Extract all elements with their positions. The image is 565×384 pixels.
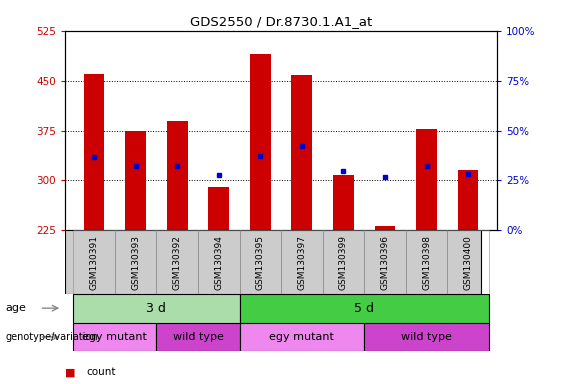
Text: GSM130392: GSM130392	[173, 235, 182, 290]
Bar	[240, 323, 364, 351]
Text: GSM130396: GSM130396	[380, 235, 389, 290]
Bar	[157, 230, 198, 294]
Text: egy mutant: egy mutant	[270, 332, 334, 342]
Bar	[406, 230, 447, 294]
Text: GSM130398: GSM130398	[422, 235, 431, 290]
Bar	[73, 323, 157, 351]
Bar	[281, 230, 323, 294]
Bar	[447, 230, 489, 294]
Text: genotype/variation: genotype/variation	[6, 332, 98, 342]
Text: GSM130395: GSM130395	[256, 235, 265, 290]
Text: 5 d: 5 d	[354, 302, 374, 314]
Text: GSM130399: GSM130399	[339, 235, 348, 290]
Text: GSM130397: GSM130397	[297, 235, 306, 290]
Bar	[73, 230, 115, 294]
Text: 3 d: 3 d	[146, 302, 166, 314]
Title: GDS2550 / Dr.8730.1.A1_at: GDS2550 / Dr.8730.1.A1_at	[190, 15, 372, 28]
Bar	[73, 294, 240, 323]
Bar	[364, 230, 406, 294]
Bar	[240, 294, 489, 323]
Text: ■: ■	[65, 367, 76, 377]
Bar	[208, 187, 229, 230]
Bar	[167, 121, 188, 230]
Bar	[157, 323, 240, 351]
Text: GSM130391: GSM130391	[90, 235, 98, 290]
Text: GSM130394: GSM130394	[214, 235, 223, 290]
Bar	[250, 54, 271, 230]
Text: count: count	[86, 367, 116, 377]
Bar	[333, 175, 354, 230]
Text: wild type: wild type	[172, 332, 223, 342]
Bar	[198, 230, 240, 294]
Text: GSM130393: GSM130393	[131, 235, 140, 290]
Text: egy mutant: egy mutant	[82, 332, 147, 342]
Bar	[364, 323, 489, 351]
Bar	[458, 170, 479, 230]
Bar	[115, 230, 157, 294]
Text: age: age	[6, 303, 27, 313]
Bar	[240, 230, 281, 294]
Bar	[292, 75, 312, 230]
Bar	[125, 131, 146, 230]
Bar	[84, 74, 105, 230]
Text: wild type: wild type	[401, 332, 452, 342]
Text: GSM130400: GSM130400	[464, 235, 472, 290]
Bar	[375, 226, 396, 230]
Bar	[416, 129, 437, 230]
Bar	[323, 230, 364, 294]
